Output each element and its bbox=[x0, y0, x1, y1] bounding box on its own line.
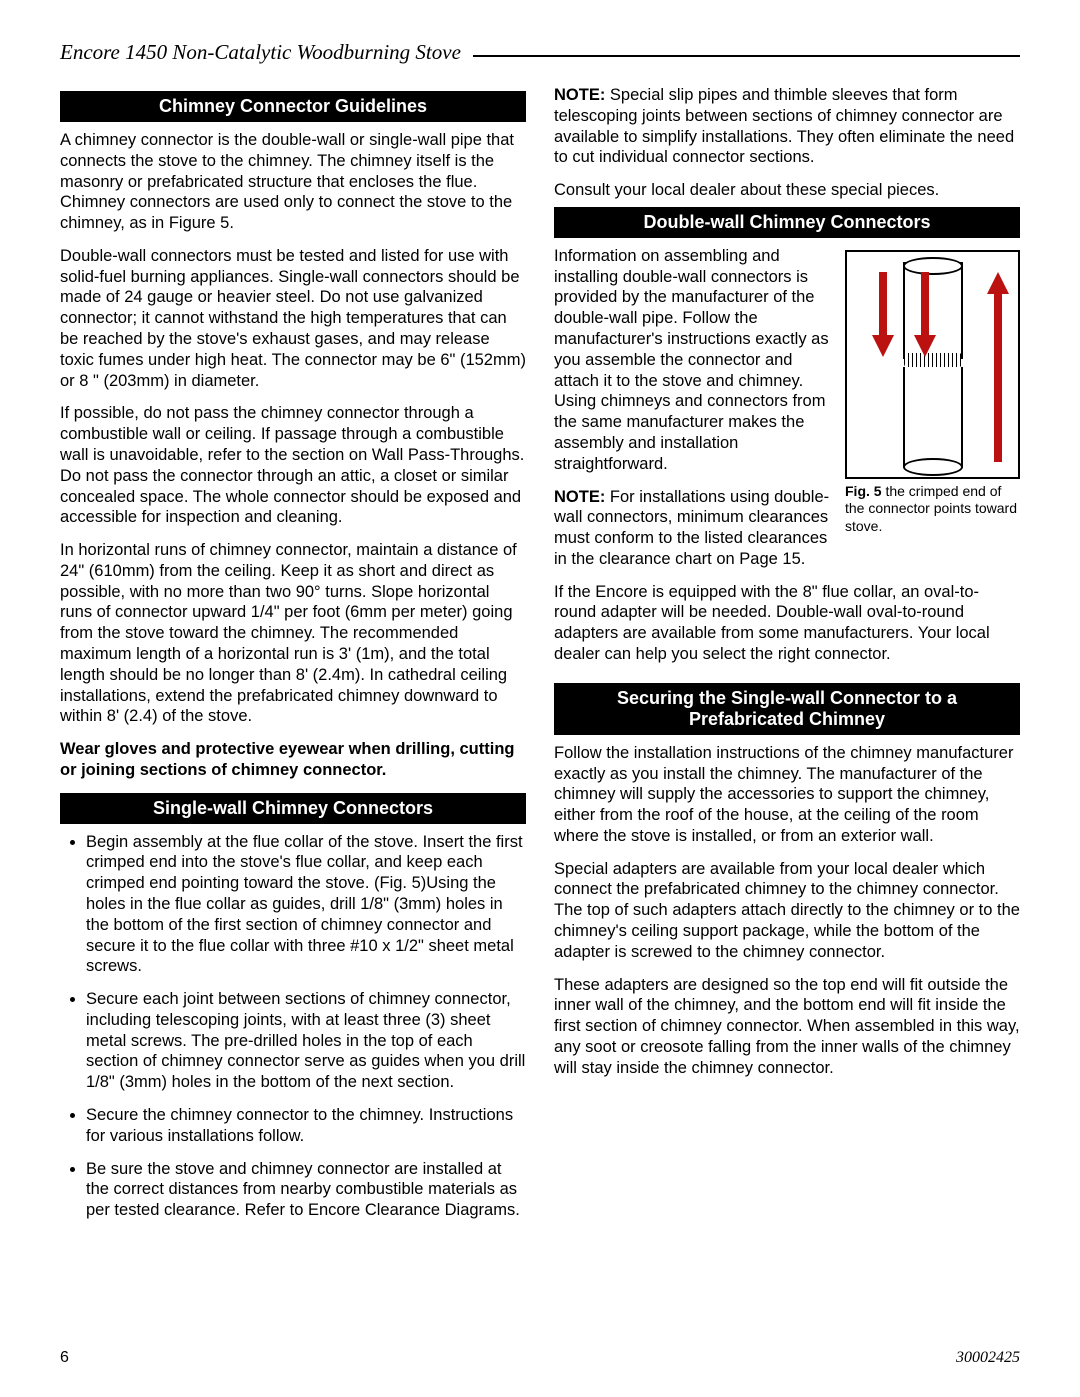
section-chimney-connector-guidelines: Chimney Connector Guidelines bbox=[60, 91, 526, 122]
body-paragraph: Consult your local dealer about these sp… bbox=[554, 180, 1020, 201]
warning-paragraph: Wear gloves and protective eyewear when … bbox=[60, 739, 526, 781]
note-text: Special slip pipes and thimble sleeves t… bbox=[554, 86, 1014, 166]
list-item: Secure each joint between sections of ch… bbox=[86, 989, 526, 1093]
list-item: Be sure the stove and chimney connector … bbox=[86, 1159, 526, 1221]
body-paragraph: Double-wall connectors must be tested an… bbox=[60, 246, 526, 391]
page-footer: 6 30002425 bbox=[60, 1349, 1020, 1367]
section-securing-single-wall: Securing the Single-wall Connector to a … bbox=[554, 683, 1020, 735]
body-paragraph: A chimney connector is the double-wall o… bbox=[60, 130, 526, 234]
page-number: 6 bbox=[60, 1349, 69, 1367]
document-number: 30002425 bbox=[956, 1349, 1020, 1367]
body-paragraph: These adapters are designed so the top e… bbox=[554, 975, 1020, 1079]
page-header: Encore 1450 Non-Catalytic Woodburning St… bbox=[60, 40, 1020, 71]
note-paragraph: NOTE: Special slip pipes and thimble sle… bbox=[554, 85, 1020, 168]
section-double-wall-connectors: Double-wall Chimney Connectors bbox=[554, 207, 1020, 238]
figure-label: Fig. 5 bbox=[845, 483, 882, 499]
body-paragraph: In horizontal runs of chimney connector,… bbox=[60, 540, 526, 727]
header-title: Encore 1450 Non-Catalytic Woodburning St… bbox=[60, 40, 461, 65]
pipe-bottom-rim bbox=[903, 458, 963, 476]
body-paragraph: If possible, do not pass the chimney con… bbox=[60, 403, 526, 528]
header-rule bbox=[473, 55, 1020, 57]
content-columns: Chimney Connector Guidelines A chimney c… bbox=[60, 85, 1020, 1233]
arrow-down-icon bbox=[917, 272, 933, 357]
single-wall-steps-list: Begin assembly at the flue collar of the… bbox=[60, 832, 526, 1221]
body-paragraph: Special adapters are available from your… bbox=[554, 859, 1020, 963]
note-label: NOTE: bbox=[554, 86, 605, 104]
arrow-down-icon bbox=[875, 272, 891, 357]
list-item: Begin assembly at the flue collar of the… bbox=[86, 832, 526, 977]
figure-5: Fig. 5 the crimped end of the connector … bbox=[845, 250, 1020, 536]
section-single-wall-connectors: Single-wall Chimney Connectors bbox=[60, 793, 526, 824]
figure-5-caption: Fig. 5 the crimped end of the connector … bbox=[845, 483, 1020, 536]
left-column: Chimney Connector Guidelines A chimney c… bbox=[60, 85, 526, 1233]
pipe-lower-section bbox=[903, 367, 963, 467]
page: Encore 1450 Non-Catalytic Woodburning St… bbox=[0, 0, 1080, 1397]
list-item: Secure the chimney connector to the chim… bbox=[86, 1105, 526, 1147]
right-column: NOTE: Special slip pipes and thimble sle… bbox=[554, 85, 1020, 1233]
note-label: NOTE: bbox=[554, 488, 605, 506]
figure-5-diagram bbox=[845, 250, 1020, 479]
arrow-up-icon bbox=[990, 272, 1006, 462]
body-paragraph: If the Encore is equipped with the 8" fl… bbox=[554, 582, 1020, 665]
body-paragraph: Follow the installation instructions of … bbox=[554, 743, 1020, 847]
